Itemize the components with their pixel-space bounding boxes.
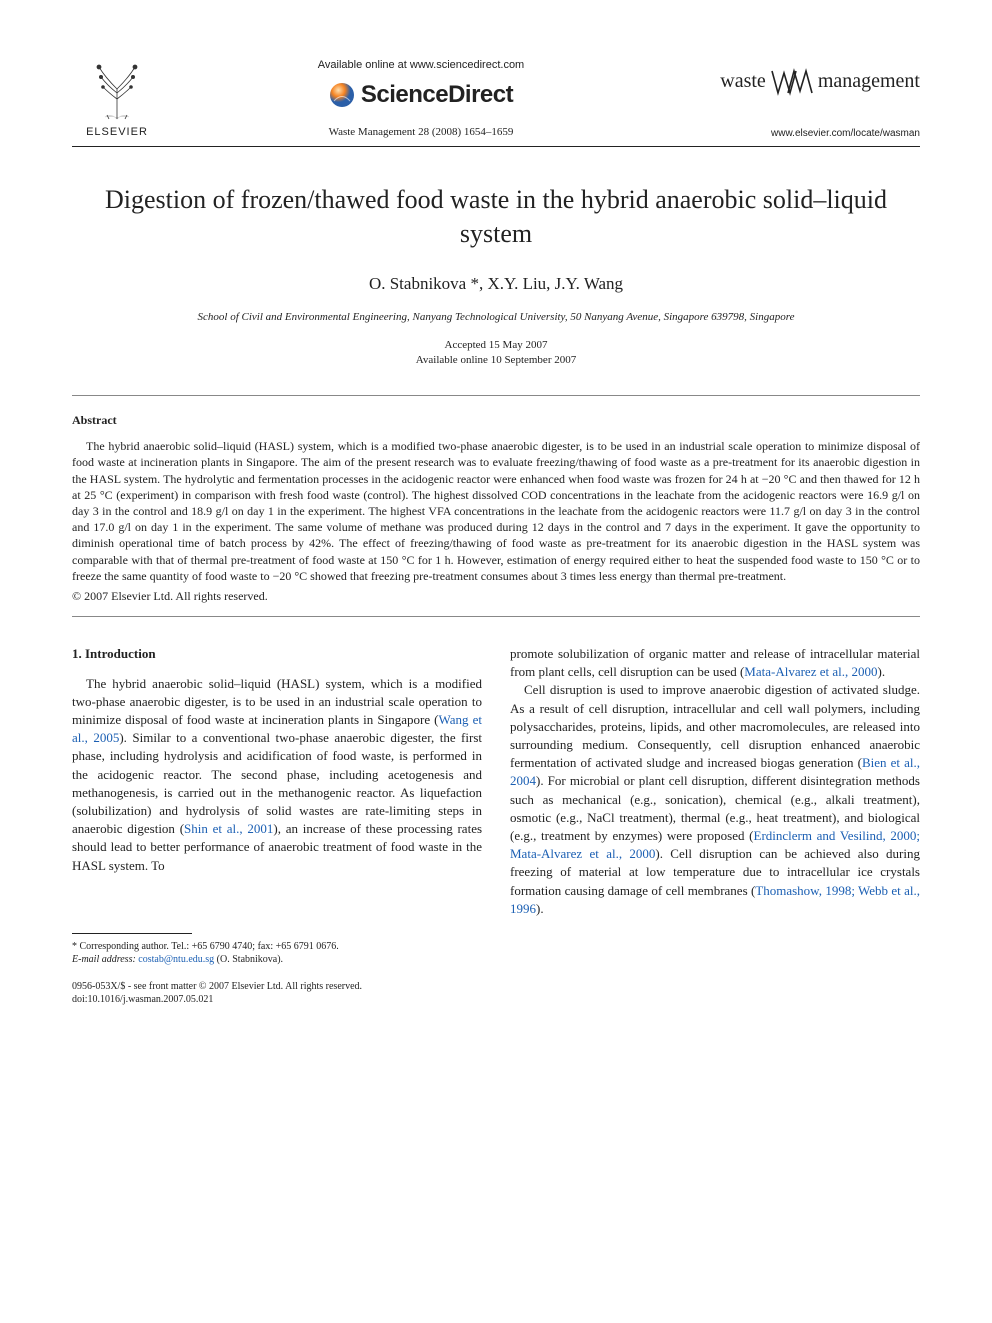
text-fragment: ). [878, 664, 886, 679]
journal-wm-icon [770, 67, 814, 97]
body-columns: 1. Introduction The hybrid anaerobic sol… [72, 645, 920, 1006]
email-who: (O. Stabnikova). [217, 954, 283, 965]
sciencedirect-text: ScienceDirect [361, 79, 513, 111]
header-row: ELSEVIER Available online at www.science… [72, 58, 920, 140]
article-dates: Accepted 15 May 2007 Available online 10… [72, 338, 920, 367]
authors: O. Stabnikova *, X.Y. Liu, J.Y. Wang [72, 273, 920, 296]
journal-waste-word: waste [720, 68, 766, 95]
corr-author-line: * Corresponding author. Tel.: +65 6790 4… [72, 940, 482, 953]
journal-url: www.elsevier.com/locate/wasman [680, 127, 920, 141]
doi-line: doi:10.1016/j.wasman.2007.05.021 [72, 993, 482, 1006]
elsevier-label: ELSEVIER [86, 125, 148, 140]
footnote-rule [72, 933, 192, 934]
ref-mata-alvarez-2000[interactable]: Mata-Alvarez et al., 2000 [744, 664, 877, 679]
intro-heading: 1. Introduction [72, 645, 482, 663]
doi-block: 0956-053X/$ - see front matter © 2007 El… [72, 980, 482, 1006]
center-header: Available online at www.sciencedirect.co… [162, 58, 680, 140]
abstract-text: The hybrid anaerobic solid–liquid (HASL)… [72, 438, 920, 584]
abstract-top-rule [72, 395, 920, 396]
citation-line: Waste Management 28 (2008) 1654–1659 [162, 125, 680, 140]
elsevier-logo-block: ELSEVIER [72, 59, 162, 140]
article-title: Digestion of frozen/thawed food waste in… [72, 183, 920, 251]
text-fragment: The hybrid anaerobic solid–liquid (HASL)… [72, 676, 482, 727]
corresponding-author-footnote: * Corresponding author. Tel.: +65 6790 4… [72, 940, 482, 966]
journal-management-word: management [818, 68, 920, 95]
ref-shin-2001[interactable]: Shin et al., 2001 [184, 821, 273, 836]
sciencedirect-logo: ScienceDirect [329, 79, 513, 111]
right-column: promote solubilization of organic matter… [510, 645, 920, 1006]
col2-para-2: Cell disruption is used to improve anaer… [510, 681, 920, 917]
text-fragment: ). [536, 901, 544, 916]
email-line: E-mail address: costab@ntu.edu.sg (O. St… [72, 953, 482, 966]
copyright-line: © 2007 Elsevier Ltd. All rights reserved… [72, 588, 920, 604]
col2-para-1: promote solubilization of organic matter… [510, 645, 920, 681]
email-address[interactable]: costab@ntu.edu.sg [138, 954, 214, 965]
abstract-bottom-rule [72, 616, 920, 617]
text-fragment: Cell disruption is used to improve anaer… [510, 682, 920, 770]
sciencedirect-ball-icon [329, 82, 355, 108]
journal-logo: waste management [680, 67, 920, 97]
intro-para-1: The hybrid anaerobic solid–liquid (HASL)… [72, 675, 482, 875]
available-online-date: Available online 10 September 2007 [72, 353, 920, 367]
elsevier-tree-icon [85, 59, 149, 123]
abstract-heading: Abstract [72, 412, 920, 428]
affiliation: School of Civil and Environmental Engine… [72, 310, 920, 325]
header-rule [72, 146, 920, 147]
journal-block: waste management www.elsevier.com/locate… [680, 67, 920, 141]
front-matter-line: 0956-053X/$ - see front matter © 2007 El… [72, 980, 482, 993]
email-label: E-mail address: [72, 954, 136, 965]
accepted-date: Accepted 15 May 2007 [72, 338, 920, 352]
left-column: 1. Introduction The hybrid anaerobic sol… [72, 645, 482, 1006]
available-online-text: Available online at www.sciencedirect.co… [162, 58, 680, 73]
